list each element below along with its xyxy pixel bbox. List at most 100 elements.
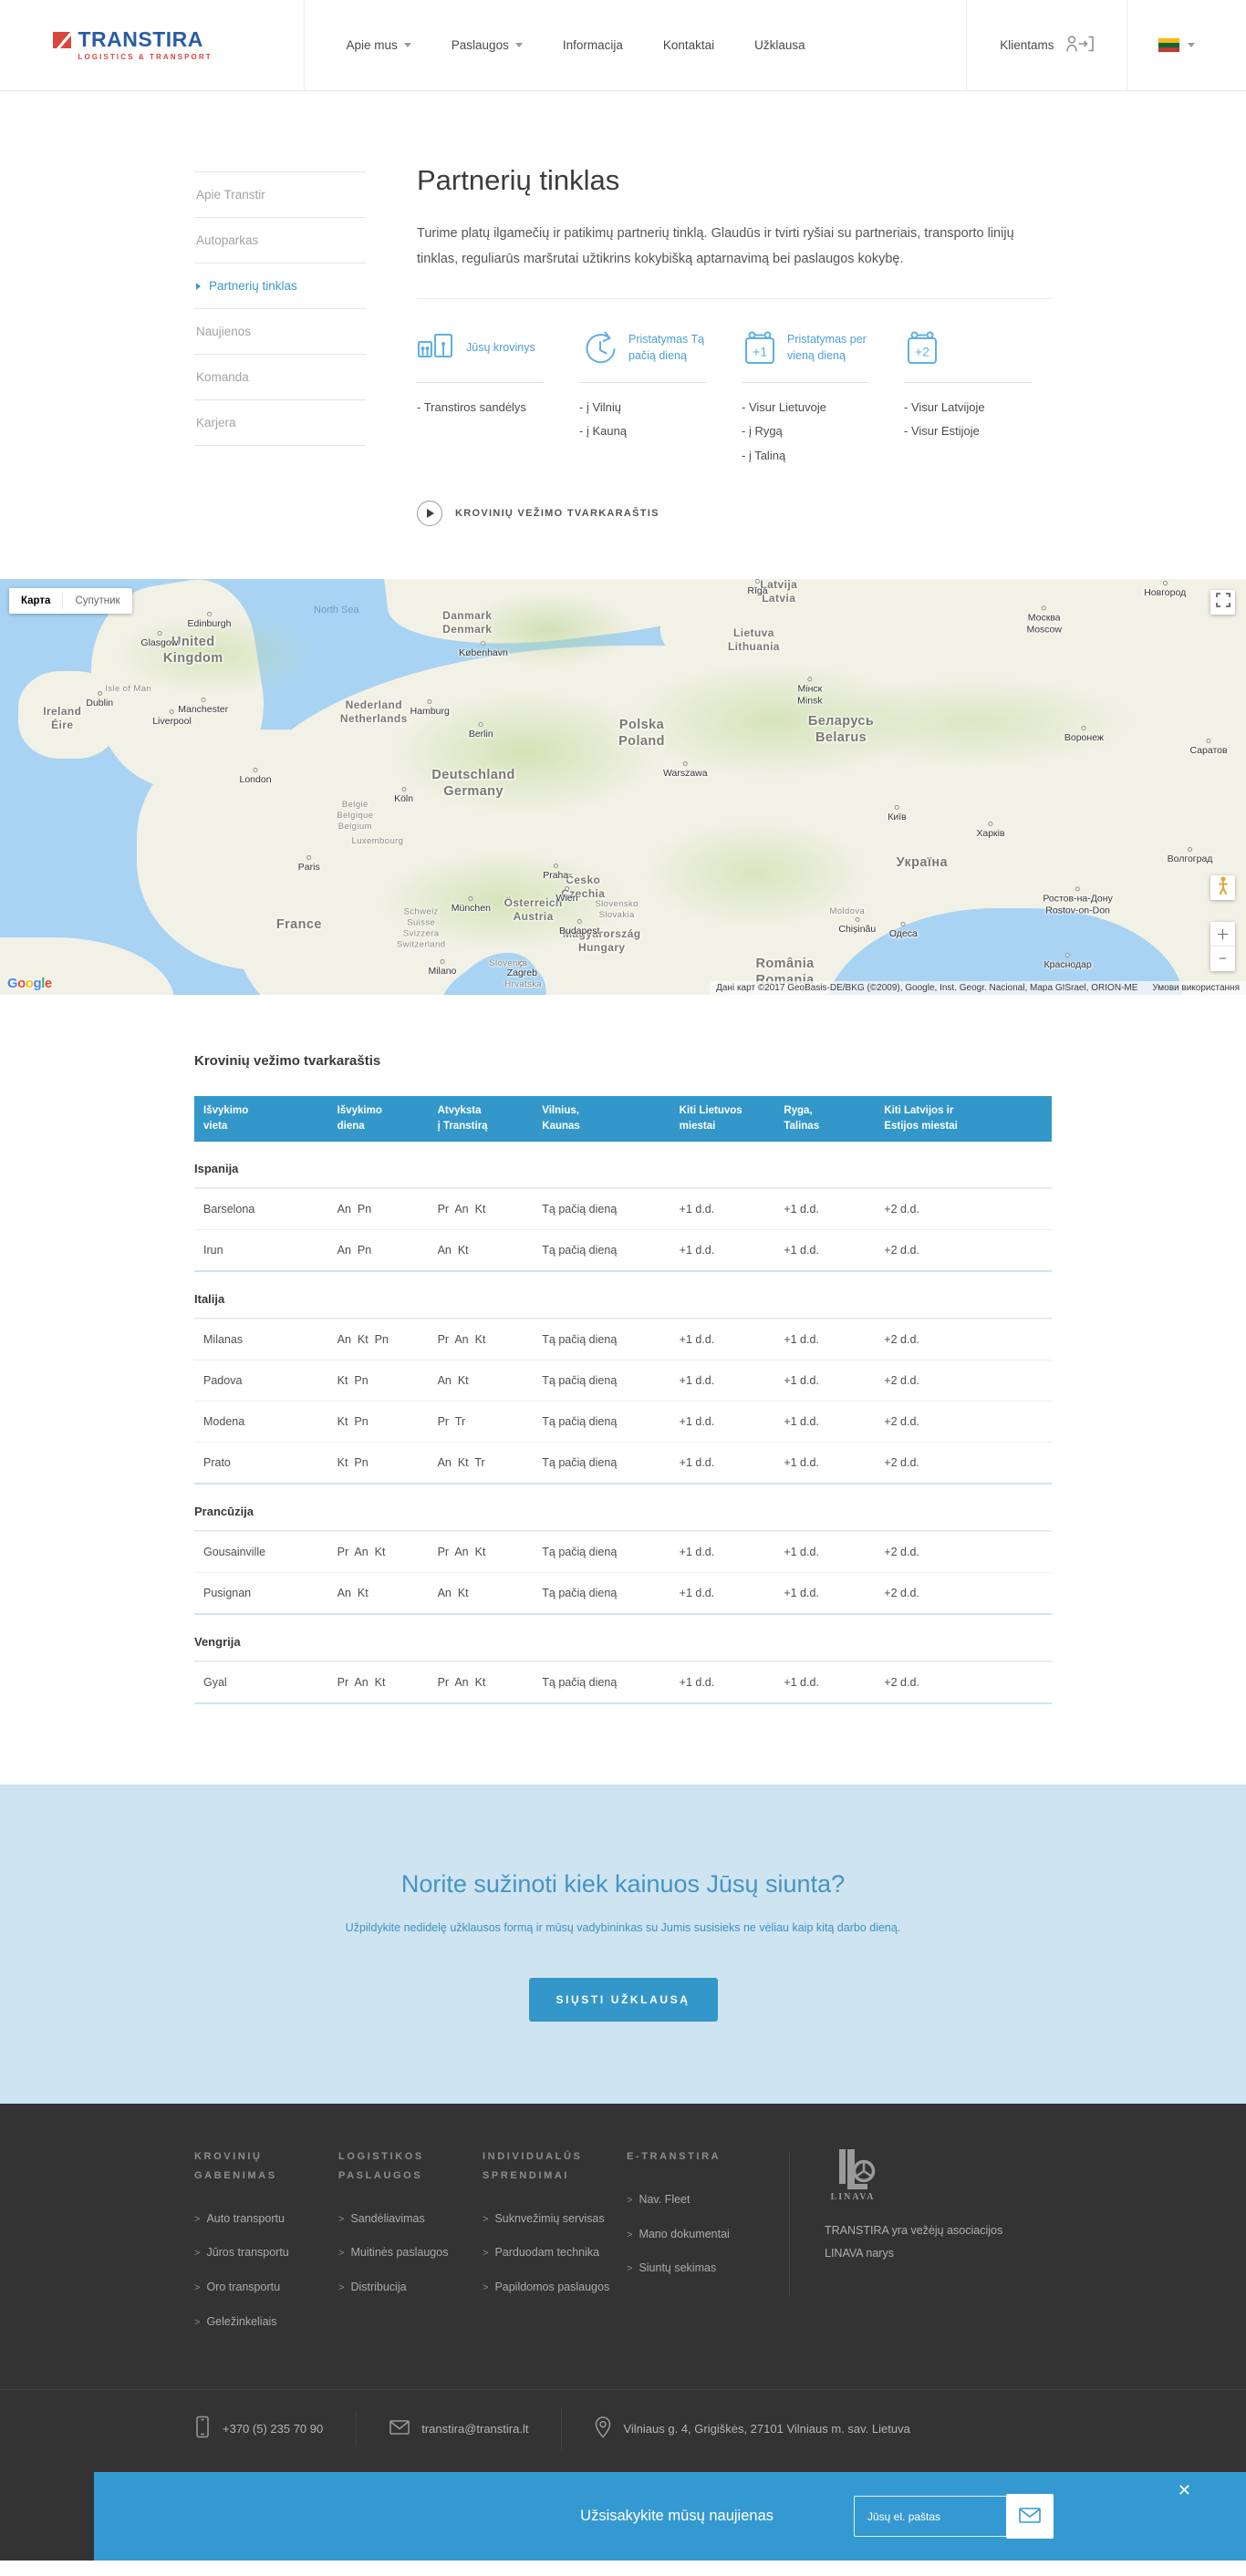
schedule-cell: Pr An Kt	[337, 1675, 386, 1689]
schedule-cell: +1 d.d.	[784, 1243, 819, 1257]
feature-item: - Visur Latvijoje	[904, 399, 985, 414]
schedule-cell: Milanas	[203, 1332, 244, 1346]
feature-head: +1 Pristatymas per vieną dieną	[742, 326, 889, 370]
linava-block: LINAVA TRANSTIRA yra vežėjų asociacijos …	[825, 2147, 1016, 2347]
contact-text[interactable]: +370 (5) 235 70 90	[223, 2422, 324, 2436]
calendar-plus2-icon: +2	[904, 330, 940, 367]
active-arrow-icon	[196, 282, 201, 290]
footer-link-parduodam-technika[interactable]: Parduodam technika	[483, 2243, 616, 2263]
schedule-cell: +1 d.d.	[784, 1545, 819, 1558]
schedule-cell: +2 d.d.	[884, 1243, 919, 1257]
schedule-cell: Tą pačią dieną	[542, 1373, 618, 1387]
pegman-button[interactable]	[1210, 875, 1235, 901]
contact-text: Vilniaus g. 4, Grigiškės, 27101 Vilniaus…	[623, 2422, 910, 2436]
satellite-button[interactable]: Супутник	[75, 595, 120, 607]
footer-link-j-ros-transportu[interactable]: Jūros transportu	[194, 2243, 327, 2263]
footer-link-oro-transportu[interactable]: Oro transportu	[194, 2278, 327, 2298]
fullscreen-button[interactable]	[1210, 590, 1235, 616]
schedule-cell: +1 d.d.	[679, 1243, 715, 1257]
schedule-cell: +1 d.d.	[784, 1414, 819, 1428]
schedule-cell: Pr An Kt	[437, 1675, 486, 1689]
schedule-column-header: Kiti Lietuvos miestai	[679, 1105, 742, 1133]
footer-link-muitin-s-paslaugos[interactable]: Muitinės paslaugos	[338, 2243, 472, 2263]
schedule-cell: Tą pačią dieną	[542, 1243, 618, 1257]
language-selector[interactable]	[1126, 0, 1195, 90]
footer-column-title: INDIVIDUALŪS SPRENDIMAI	[483, 2150, 583, 2181]
newsletter-submit-button[interactable]	[1006, 2494, 1054, 2540]
sidebar-item-autoparkas[interactable]: Autoparkas	[194, 217, 366, 263]
pegman-icon	[1218, 876, 1229, 899]
chevron-down-icon	[403, 43, 411, 47]
schedule-cell: Kt Pn	[337, 1414, 369, 1428]
terms-link[interactable]: Умови використання	[1152, 983, 1240, 994]
nav-item-label: Apie mus	[346, 38, 398, 52]
feature-underline	[579, 381, 707, 383]
schedule-cell: +2 d.d.	[884, 1373, 919, 1387]
fullscreen-icon	[1215, 593, 1230, 612]
sidebar-item-naujienos[interactable]: Naujienos	[194, 308, 366, 354]
footer-column-title: E-TRANSTIRA	[627, 2150, 722, 2162]
schedule-group-ispanija: Ispanija Barselona An Pn Pr An Kt Tą pačią d…	[194, 1142, 1052, 1272]
page-title: Partnerių tinklas	[417, 164, 620, 196]
schedule-cell: +2 d.d.	[884, 1545, 919, 1558]
logo[interactable]: TRANSTIRA LOGISTICS & TRANSPORT	[52, 29, 213, 61]
nav-item-kontaktai[interactable]: Kontaktai	[663, 38, 714, 52]
feature-label: Jūsų krovinys	[466, 340, 535, 354]
linava-text: TRANSTIRA yra vežėjų asociacijos LINAVA …	[825, 2223, 1003, 2260]
play-circle-icon	[417, 501, 442, 527]
feature-head: Pristatymas Tą pačią dieną	[579, 326, 727, 370]
klientams-button[interactable]: Klientams	[966, 0, 1126, 90]
schedule-cell: Tą pačią dieną	[542, 1545, 618, 1558]
footer-link-nav-fleet[interactable]: Nav. Fleet	[627, 2190, 760, 2210]
feature-item: - į Kauną	[579, 424, 628, 439]
schedule-cell: An Kt	[437, 1373, 469, 1387]
schedule-cell: Padova	[203, 1373, 243, 1387]
schedule-cell: +1 d.d.	[784, 1202, 819, 1216]
contact-text[interactable]: transtira@transtira.lt	[421, 2422, 529, 2436]
pin-icon	[595, 2416, 611, 2441]
zoom-in-button[interactable]: ＋	[1210, 922, 1235, 947]
calendar-plus1-icon: +1	[742, 330, 778, 367]
nav-item-apie-mus[interactable]: Apie mus	[347, 38, 411, 52]
map-label-text: North Sea	[314, 604, 359, 616]
nav-item-label: Paslaugos	[451, 38, 509, 52]
schedule-cell: +2 d.d.	[884, 1332, 919, 1346]
schedule-cell: +1 d.d.	[784, 1675, 819, 1689]
logo-zone: TRANSTIRA LOGISTICS & TRANSPORT	[52, 0, 305, 90]
send-inquiry-button[interactable]: SIŲSTI UŽKLAUSĄ	[528, 1977, 718, 2022]
contact-item: transtira@transtira.lt	[356, 2411, 528, 2447]
schedule-cell: An Kt Pn	[337, 1332, 389, 1346]
europe-map[interactable]: North Sea United Kingdom Ireland Éire Isle …	[0, 579, 1246, 996]
sidebar-item-karjera[interactable]: Karjera	[194, 399, 366, 446]
zoom-out-button[interactable]: −	[1219, 951, 1227, 967]
footer-link-suknve-imi-servisas[interactable]: Suknvežimių servisas	[483, 2209, 616, 2229]
newsletter-bar: Užsisakykite mūsų naujienas	[94, 2472, 1246, 2561]
close-icon[interactable]	[1178, 2482, 1191, 2498]
chevron-down-icon	[514, 43, 523, 47]
footer-link-auto-transportu[interactable]: Auto transportu	[194, 2209, 327, 2229]
footer-link-papildomos-paslaugos[interactable]: Papildomos paslaugos	[483, 2278, 616, 2298]
footer-link-gele-inkeliais[interactable]: Geležinkeliais	[194, 2312, 327, 2333]
sidebar-item-apie-transtir[interactable]: Apie Transtir	[194, 171, 366, 217]
nav-item-informacija[interactable]: Informacija	[563, 38, 623, 52]
schedule-section: Krovinių vežimo tvarkaraštis Išvykimo vi…	[194, 995, 1052, 1784]
footer-link-distribucija[interactable]: Distribucija	[338, 2278, 472, 2298]
mail-icon	[389, 2420, 410, 2437]
footer-link-sand-liavimas[interactable]: Sandėliavimas	[338, 2209, 472, 2229]
schedule-cell: +1 d.d.	[679, 1332, 715, 1346]
schedule-link[interactable]: KROVINIŲ VEŽIMO TVARKARAŠTIS	[417, 501, 659, 527]
sidebar-item-partneri-tinklas[interactable]: Partnerių tinklas	[194, 263, 366, 308]
nav-item-u-klausa[interactable]: Užklausa	[754, 38, 805, 52]
map-button[interactable]: Карта	[21, 595, 51, 607]
footer-link-mano-dokumentai[interactable]: Mano dokumentai	[627, 2225, 760, 2245]
login-icon	[1064, 34, 1094, 57]
feature-head: +2	[904, 326, 1052, 370]
table-row: Barselona An Pn Pr An Kt Tą pačią dieną +1 d…	[194, 1187, 1052, 1229]
schedule-cell: Pr An Kt	[437, 1545, 486, 1558]
sidebar-item-komanda[interactable]: Komanda	[194, 354, 366, 399]
cta-title: Norite sužinoti kiek kainuos Jūsų siunta…	[400, 1869, 846, 1898]
footer-link-siunt-sekimas[interactable]: Siuntų sekimas	[627, 2259, 760, 2279]
footer-column-title: LOGISTIKOS PASLAUGOS	[338, 2150, 424, 2181]
nav-item-paslaugos[interactable]: Paslaugos	[452, 38, 523, 52]
newsletter-email-input[interactable]	[854, 2496, 1007, 2538]
